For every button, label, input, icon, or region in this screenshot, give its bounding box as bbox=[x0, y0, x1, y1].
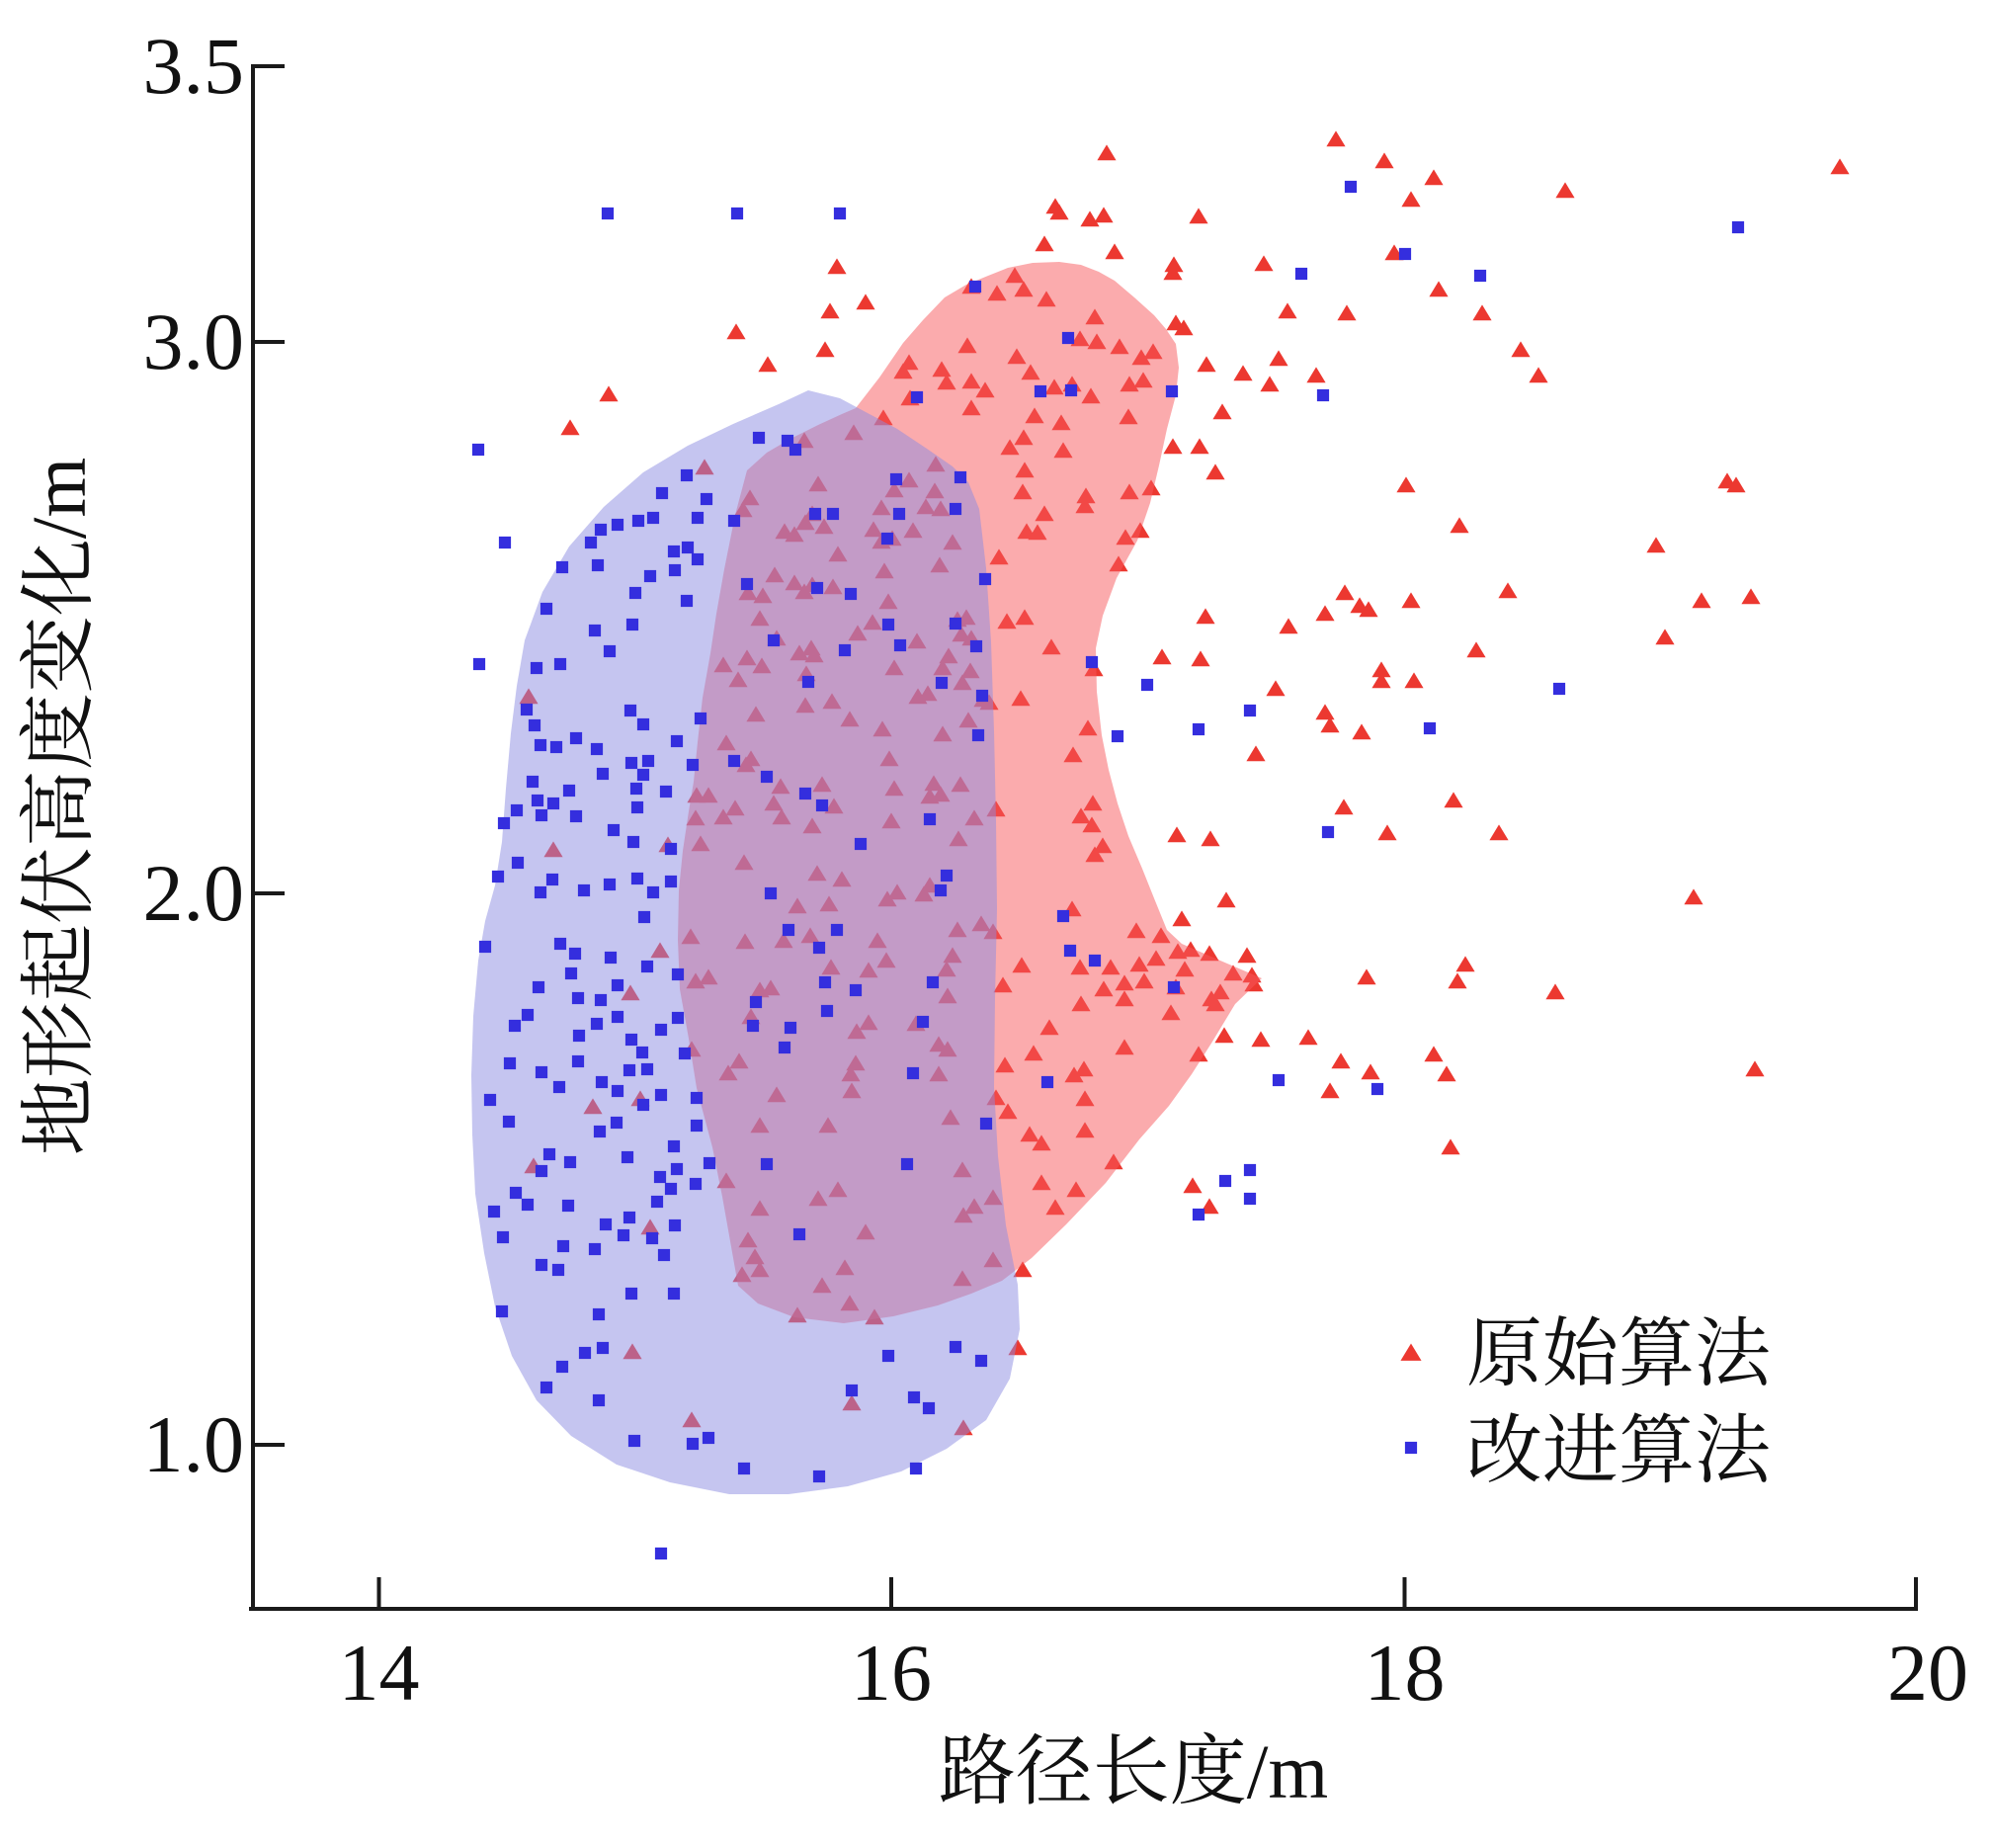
svg-text:20: 20 bbox=[1887, 1628, 1968, 1718]
svg-text:18: 18 bbox=[1365, 1628, 1446, 1718]
svg-text:1.0: 1.0 bbox=[143, 1399, 245, 1489]
svg-text:16: 16 bbox=[851, 1628, 932, 1718]
svg-text:14: 14 bbox=[339, 1628, 420, 1718]
svg-text:/m: /m bbox=[1247, 1728, 1328, 1814]
svg-text:3.0: 3.0 bbox=[143, 296, 245, 386]
svg-text:/m: /m bbox=[16, 458, 102, 539]
svg-text:3.5: 3.5 bbox=[143, 21, 245, 111]
svg-text:2.0: 2.0 bbox=[143, 848, 245, 938]
